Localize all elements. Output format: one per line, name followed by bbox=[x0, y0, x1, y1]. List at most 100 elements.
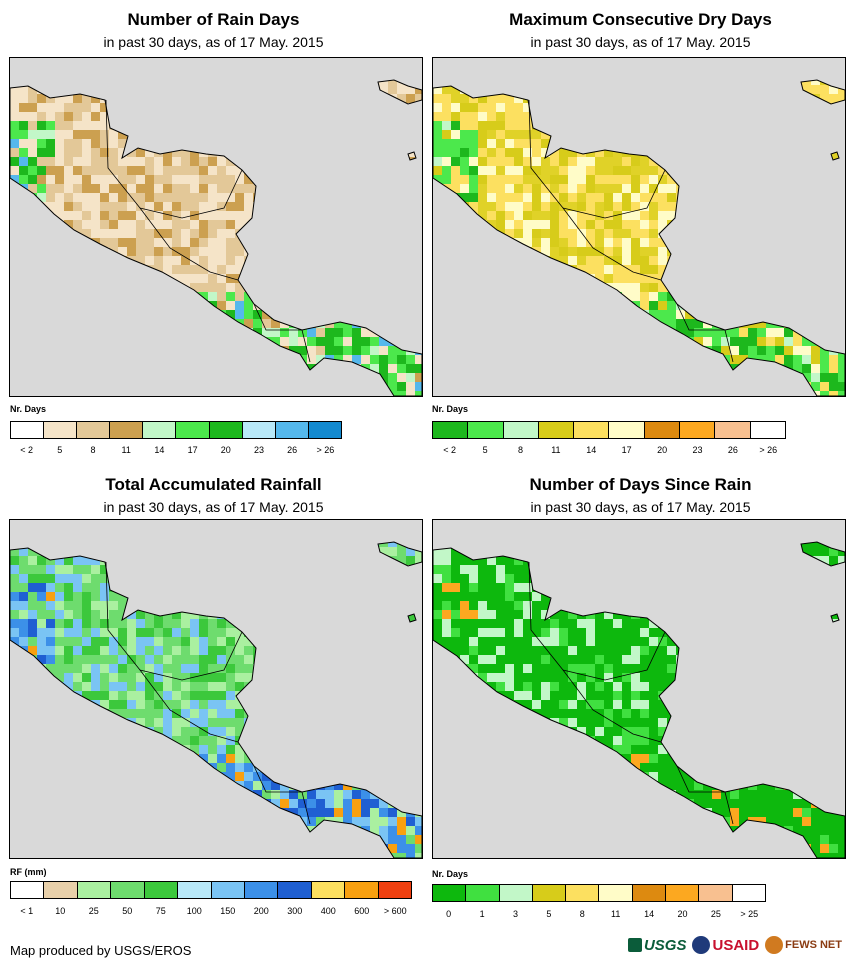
fewsnet-logo-text: FEWS NET bbox=[785, 939, 842, 951]
legend-swatch bbox=[433, 885, 467, 901]
legend-swatch bbox=[44, 422, 78, 438]
island-outline bbox=[830, 151, 840, 161]
legend-label: 20 bbox=[657, 445, 668, 455]
legend-label: 300 bbox=[287, 906, 303, 916]
legend-swatch bbox=[644, 422, 681, 438]
fewsnet-globe-icon bbox=[765, 936, 784, 954]
country-border bbox=[253, 303, 311, 363]
country-border bbox=[676, 765, 734, 825]
legend-label: 26 bbox=[727, 445, 738, 455]
legend-color-bar bbox=[432, 884, 766, 902]
country-border bbox=[139, 207, 239, 281]
legend-swatch bbox=[566, 885, 600, 901]
panel-rain-days: Number of Rain Days in past 30 days, as … bbox=[0, 0, 427, 465]
legend-swatch bbox=[311, 882, 346, 898]
panel-subtitle: in past 30 days, as of 17 May. 2015 bbox=[103, 34, 324, 50]
legend-swatch bbox=[609, 422, 645, 438]
legend-swatch bbox=[750, 422, 785, 438]
legend-label: 50 bbox=[122, 906, 133, 916]
legend-swatch bbox=[11, 422, 45, 438]
legend-swatch bbox=[11, 882, 45, 898]
country-border bbox=[528, 561, 666, 681]
legend-swatch bbox=[433, 422, 469, 438]
legend-swatch bbox=[242, 422, 276, 438]
legend-label: < 1 bbox=[20, 906, 34, 916]
legend-swatch bbox=[499, 885, 533, 901]
map-frame bbox=[432, 519, 846, 859]
legend-label: 17 bbox=[621, 445, 632, 455]
legend-label: > 26 bbox=[316, 445, 335, 455]
legend-swatch bbox=[111, 882, 145, 898]
map-canvas bbox=[10, 520, 422, 858]
island-outline bbox=[377, 79, 422, 105]
country-border bbox=[105, 99, 243, 219]
legend-label: 11 bbox=[551, 445, 561, 455]
legend-labels: 0 1 3 5 8 11 14 20 25 > 25 bbox=[432, 909, 766, 923]
legend-swatch bbox=[44, 882, 78, 898]
panel-title: Maximum Consecutive Dry Days bbox=[509, 10, 772, 29]
map-frame bbox=[432, 57, 846, 397]
legend-swatch bbox=[503, 422, 539, 438]
legend-label: < 2 bbox=[20, 445, 33, 455]
legend-label: 11 bbox=[611, 909, 621, 919]
legend-swatch bbox=[715, 422, 751, 438]
legend-label: > 26 bbox=[759, 445, 778, 455]
legend-label: 200 bbox=[253, 906, 269, 916]
legend-swatch bbox=[699, 885, 733, 901]
island-outline bbox=[830, 613, 840, 623]
legend-label: 5 bbox=[57, 445, 63, 455]
legend-label: < 2 bbox=[443, 445, 457, 455]
legend-swatch bbox=[211, 882, 245, 898]
usgs-logo-text: USGS bbox=[643, 936, 687, 954]
legend-label: 25 bbox=[88, 906, 99, 916]
legend-label: > 25 bbox=[740, 909, 759, 919]
panel-max-dry-days: Maximum Consecutive Dry Days in past 30 … bbox=[427, 0, 854, 465]
legend-label: 0 bbox=[446, 909, 452, 919]
legend-label: 3 bbox=[512, 909, 519, 919]
panel-title: Number of Rain Days bbox=[127, 10, 300, 29]
panel-subtitle: in past 30 days, as of 17 May. 2015 bbox=[530, 499, 751, 515]
legend-color-bar bbox=[432, 421, 786, 439]
legend-label: 17 bbox=[187, 445, 198, 455]
legend-color-bar bbox=[10, 421, 342, 439]
legend-label: 150 bbox=[220, 906, 236, 916]
legend-label: 8 bbox=[517, 445, 524, 455]
island-outline bbox=[407, 613, 417, 623]
legend-swatch bbox=[77, 422, 111, 438]
legend-label: 20 bbox=[220, 445, 231, 455]
country-border bbox=[562, 207, 662, 281]
panel-subtitle: in past 30 days, as of 17 May. 2015 bbox=[103, 499, 324, 515]
map-frame bbox=[9, 519, 423, 859]
legend-label: 25 bbox=[710, 909, 721, 919]
legend-labels: < 1 10 25 50 75 100 150 200 300 400 600 > 600 bbox=[10, 906, 412, 920]
legend-swatch bbox=[378, 882, 412, 898]
legend-label: 14 bbox=[586, 445, 597, 455]
panel-title: Number of Days Since Rain bbox=[529, 475, 752, 494]
legend-label: 20 bbox=[677, 909, 688, 919]
country-border bbox=[139, 669, 239, 743]
country-border bbox=[562, 669, 662, 743]
legend-swatch bbox=[178, 882, 212, 898]
legend-swatch bbox=[110, 422, 144, 438]
map-canvas bbox=[10, 58, 422, 396]
legend-swatch bbox=[278, 882, 312, 898]
map-canvas bbox=[433, 520, 845, 858]
legend-label: > 600 bbox=[383, 906, 407, 916]
legend-title: Nr. Days bbox=[432, 869, 469, 879]
legend-label: 600 bbox=[354, 906, 370, 916]
island-outline bbox=[377, 541, 422, 567]
island-outline bbox=[407, 151, 417, 161]
legend-swatch bbox=[143, 422, 177, 438]
legend-label: 1 bbox=[479, 909, 485, 919]
legend-label: 100 bbox=[186, 906, 202, 916]
legend-swatch bbox=[538, 422, 575, 438]
legend-labels: < 2 5 8 11 14 17 20 23 26 > 26 bbox=[10, 445, 342, 459]
legend-title: Nr. Days bbox=[10, 404, 47, 414]
panel-subtitle: in past 30 days, as of 17 May. 2015 bbox=[530, 34, 751, 50]
usgs-mark-icon bbox=[627, 938, 642, 952]
legend-title: RF (mm) bbox=[10, 867, 47, 877]
legend-swatch bbox=[680, 422, 716, 438]
legend-label: 5 bbox=[546, 909, 552, 919]
legend-label: 11 bbox=[121, 445, 131, 455]
legend-label: 14 bbox=[154, 445, 165, 455]
